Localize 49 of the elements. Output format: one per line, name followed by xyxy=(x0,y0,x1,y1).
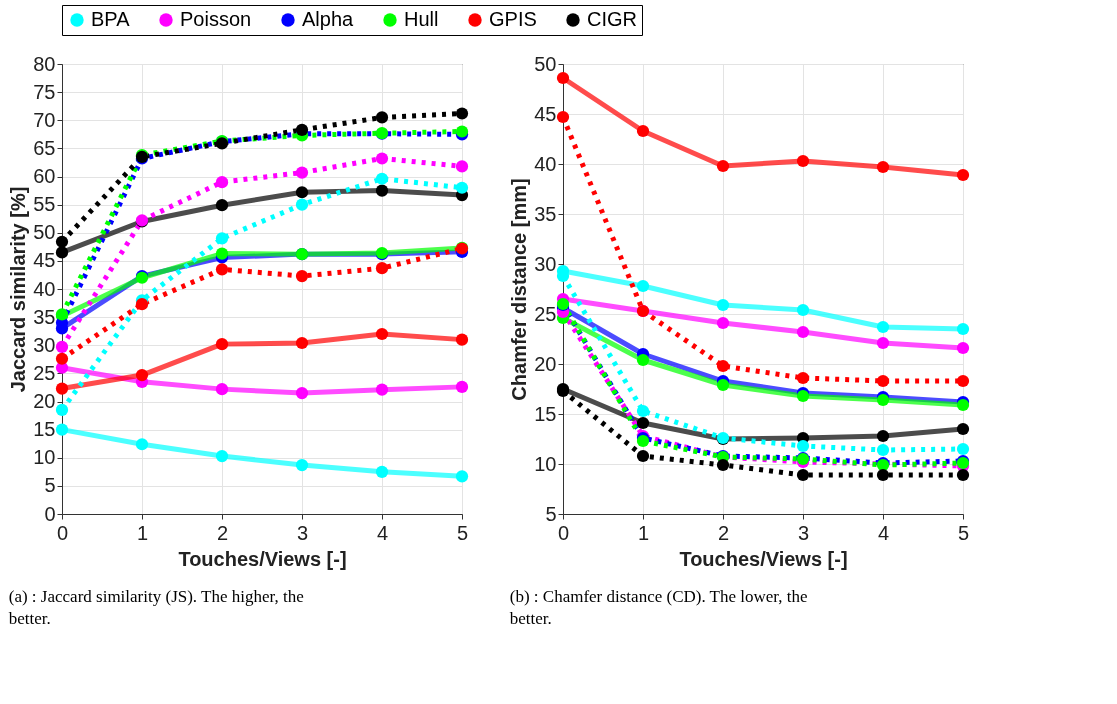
y-tick-label: 0 xyxy=(44,502,56,525)
x-tick-label: 1 xyxy=(637,521,650,544)
y-tick-label: 20 xyxy=(534,352,557,375)
x-tick-label: 2 xyxy=(216,521,229,544)
y-tick-label: 40 xyxy=(534,152,557,175)
legend-label: Poisson xyxy=(180,8,252,30)
y-tick-label: 20 xyxy=(33,390,56,412)
y-tick-label: 50 xyxy=(33,221,56,244)
legend-label: Alpha xyxy=(302,8,355,30)
y-tick-label: 60 xyxy=(33,165,56,187)
y-tick-label: 35 xyxy=(534,202,557,225)
y-tick-label: 80 xyxy=(33,52,56,75)
x-tick-label: 3 xyxy=(797,521,810,544)
y-tick-label: 70 xyxy=(33,108,56,131)
y-tick-label: 40 xyxy=(33,277,56,300)
y-tick-label: 15 xyxy=(534,402,557,425)
x-tick-label: 4 xyxy=(877,521,890,544)
legend-label: GPIS xyxy=(489,8,537,30)
y-tick-label: 25 xyxy=(534,302,557,325)
y-tick-label: 10 xyxy=(33,446,56,469)
y-tick-label: 10 xyxy=(534,452,557,475)
y-tick-label: 35 xyxy=(33,305,56,328)
y-tick-label: 50 xyxy=(534,52,557,75)
y-tick-label: 5 xyxy=(545,502,557,525)
y-tick-label: 25 xyxy=(33,361,56,384)
text: (a) : Jaccard similarity (JS). The higher, the better. xyxy=(8,587,304,628)
y-tick-label: 55 xyxy=(33,193,56,216)
y-axis-title: Jaccard similarity [%] xyxy=(7,186,30,393)
x-tick-label: 2 xyxy=(717,521,730,544)
y-tick-label: 15 xyxy=(33,418,56,441)
legend-label: BPA xyxy=(91,8,131,30)
y-tick-label: 5 xyxy=(44,474,56,497)
x-axis-title: Touches/Views [-] xyxy=(178,547,347,570)
y-tick-label: 45 xyxy=(33,249,56,272)
x-axis-title: Touches/Views [-] xyxy=(679,547,848,570)
text: (b) : Chamfer distance (CD). The lower, the better. xyxy=(509,587,808,628)
x-tick-label: 1 xyxy=(136,521,149,544)
y-tick-label: 30 xyxy=(33,333,56,356)
y-tick-label: 45 xyxy=(534,102,557,125)
x-tick-label: 5 xyxy=(957,521,970,544)
y-tick-label: 75 xyxy=(33,80,56,103)
x-tick-label: 4 xyxy=(376,521,389,544)
legend-label: Hull xyxy=(404,8,439,30)
legend-label: CIGR xyxy=(587,8,637,30)
y-axis-title: Chamfer distance [mm] xyxy=(508,178,531,401)
x-tick-label: 5 xyxy=(456,521,469,544)
y-tick-label: 65 xyxy=(33,136,56,159)
x-tick-label: 3 xyxy=(296,521,309,544)
y-tick-label: 30 xyxy=(534,252,557,275)
